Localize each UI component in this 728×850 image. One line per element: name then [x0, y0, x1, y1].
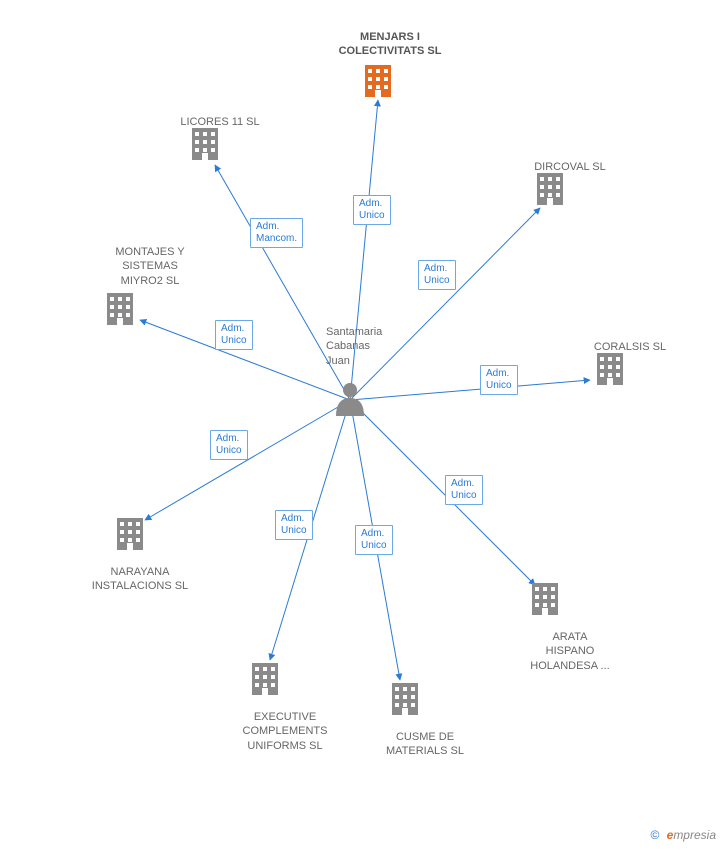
- edge-label: Adm. Unico: [353, 195, 391, 225]
- network-diagram: [0, 0, 728, 850]
- edge-label: Adm. Unico: [480, 365, 518, 395]
- copyright-symbol: ©: [650, 828, 659, 842]
- edge-label: Adm. Unico: [355, 525, 393, 555]
- watermark: © empresia: [650, 828, 716, 842]
- edge-label: Adm. Unico: [215, 320, 253, 350]
- edge-label: Adm. Unico: [210, 430, 248, 460]
- center-label: SantamariaCabanasJuan: [326, 325, 382, 368]
- building-icon: [365, 65, 391, 97]
- building-icon: [252, 663, 278, 695]
- building-icon: [117, 518, 143, 550]
- building-icon: [192, 128, 218, 160]
- building-icon: [107, 293, 133, 325]
- building-icon: [537, 173, 563, 205]
- edge-line: [145, 400, 350, 520]
- brand-rest: mpresia: [673, 828, 716, 842]
- edge-label: Adm. Mancom.: [250, 218, 303, 248]
- edge-label: Adm. Unico: [418, 260, 456, 290]
- edge-line: [350, 380, 590, 400]
- building-icon: [597, 353, 623, 385]
- edge-label: Adm. Unico: [275, 510, 313, 540]
- building-icon: [392, 683, 418, 715]
- edge-label: Adm. Unico: [445, 475, 483, 505]
- building-icon: [532, 583, 558, 615]
